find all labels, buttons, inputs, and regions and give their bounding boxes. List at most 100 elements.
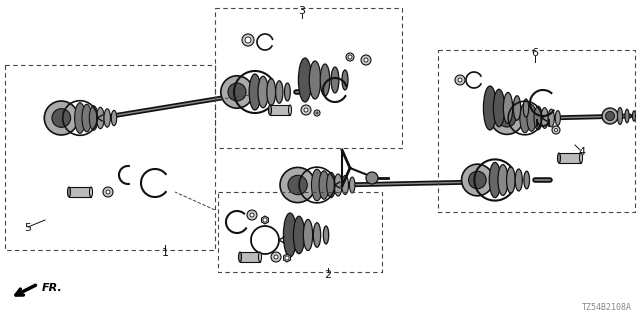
Circle shape [245,37,251,43]
Ellipse shape [289,105,291,115]
Ellipse shape [618,108,623,124]
Ellipse shape [267,78,276,106]
Ellipse shape [556,111,561,125]
Circle shape [274,255,278,259]
Ellipse shape [625,109,629,123]
Ellipse shape [579,153,582,163]
Ellipse shape [67,187,70,197]
Ellipse shape [259,252,262,262]
Text: TZ54B2108A: TZ54B2108A [582,303,632,312]
Ellipse shape [82,104,92,132]
Ellipse shape [269,105,271,115]
Ellipse shape [342,175,349,195]
Circle shape [221,76,253,108]
Text: 5: 5 [24,223,31,233]
Ellipse shape [258,76,268,108]
Ellipse shape [239,252,241,262]
Ellipse shape [284,83,291,101]
Circle shape [491,101,524,134]
Circle shape [314,110,320,116]
Ellipse shape [483,86,497,130]
Circle shape [242,34,254,46]
Ellipse shape [312,169,323,201]
Text: 6: 6 [531,48,538,58]
Ellipse shape [75,103,85,133]
Circle shape [280,167,316,203]
Ellipse shape [293,216,305,254]
Circle shape [364,58,368,62]
Circle shape [455,75,465,85]
Ellipse shape [498,164,508,196]
Polygon shape [559,153,581,163]
Circle shape [468,171,486,189]
Ellipse shape [515,169,522,191]
Ellipse shape [534,106,542,130]
Circle shape [348,55,352,59]
Circle shape [361,55,371,65]
Circle shape [458,78,462,82]
Ellipse shape [557,153,561,163]
Text: 3: 3 [298,6,305,16]
Ellipse shape [632,111,636,121]
Circle shape [301,105,311,115]
Ellipse shape [298,58,312,102]
Circle shape [250,213,254,217]
Circle shape [285,256,289,260]
Text: 1: 1 [161,248,168,258]
Ellipse shape [331,67,339,93]
Circle shape [366,172,378,184]
Ellipse shape [90,187,93,197]
Ellipse shape [527,105,536,131]
Circle shape [271,252,281,262]
Ellipse shape [111,110,116,126]
Ellipse shape [249,74,261,110]
Text: FR.: FR. [42,283,63,293]
Circle shape [461,164,493,196]
Ellipse shape [503,92,513,124]
Ellipse shape [349,177,355,193]
Text: 2: 2 [324,270,332,280]
Ellipse shape [309,61,321,99]
Ellipse shape [276,81,283,103]
Circle shape [106,190,110,194]
Ellipse shape [314,223,321,247]
Polygon shape [262,216,268,224]
Circle shape [552,126,560,134]
Ellipse shape [326,172,335,198]
Polygon shape [270,105,290,115]
Text: 4: 4 [579,147,586,157]
Polygon shape [69,187,91,197]
Circle shape [263,218,267,222]
Ellipse shape [493,89,504,127]
Ellipse shape [97,107,104,129]
Circle shape [103,187,113,197]
Ellipse shape [319,171,329,199]
Ellipse shape [506,167,515,193]
Ellipse shape [524,99,529,117]
Polygon shape [240,252,260,262]
Circle shape [346,53,354,61]
Ellipse shape [334,174,342,196]
Ellipse shape [513,96,521,120]
Polygon shape [284,254,291,262]
Circle shape [247,210,257,220]
Ellipse shape [342,70,348,90]
Ellipse shape [323,226,329,244]
Circle shape [602,108,618,124]
Ellipse shape [284,213,296,257]
Circle shape [228,83,246,101]
Ellipse shape [548,109,554,127]
Circle shape [605,111,614,121]
Circle shape [316,112,318,114]
Ellipse shape [90,106,98,130]
Ellipse shape [104,109,111,127]
Circle shape [288,175,307,195]
Ellipse shape [489,163,500,197]
Ellipse shape [524,171,529,189]
Ellipse shape [541,108,548,128]
Ellipse shape [320,64,330,96]
Ellipse shape [303,220,313,251]
Ellipse shape [520,103,530,133]
Circle shape [52,109,70,127]
Circle shape [44,101,78,135]
